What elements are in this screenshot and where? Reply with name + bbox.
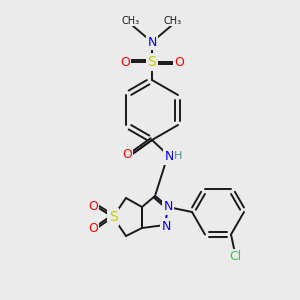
Text: O: O [120,56,130,68]
Text: N: N [147,35,157,49]
Text: O: O [88,221,98,235]
Text: O: O [174,56,184,68]
Text: CH₃: CH₃ [122,16,140,26]
Text: CH₃: CH₃ [164,16,182,26]
Text: O: O [122,148,132,161]
Text: H: H [174,151,182,161]
Text: N: N [163,200,173,214]
Text: N: N [164,151,174,164]
Text: N: N [161,220,171,232]
Text: O: O [88,200,98,214]
Text: S: S [148,55,156,69]
Text: Cl: Cl [229,250,241,263]
Text: S: S [109,210,117,224]
